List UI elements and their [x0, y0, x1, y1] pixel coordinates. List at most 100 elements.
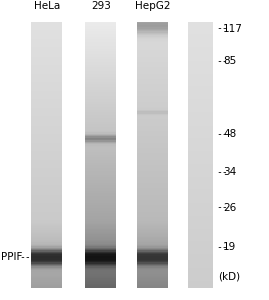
Text: PPIF: PPIF	[1, 252, 22, 262]
Bar	[85, 78, 116, 80]
Bar	[31, 98, 62, 100]
Bar	[85, 119, 116, 121]
Bar	[85, 285, 116, 287]
Bar	[31, 214, 62, 216]
Bar	[31, 197, 62, 199]
Text: HeLa: HeLa	[34, 1, 60, 11]
Bar	[85, 223, 116, 224]
Bar	[31, 23, 62, 25]
Bar	[31, 127, 62, 129]
Bar	[85, 200, 116, 202]
Bar	[188, 252, 213, 254]
Bar	[188, 131, 213, 133]
Bar	[31, 158, 62, 159]
Bar	[85, 116, 116, 118]
Bar	[85, 192, 116, 194]
Bar	[137, 205, 168, 207]
Bar	[137, 66, 168, 68]
Bar	[137, 265, 168, 267]
Bar	[137, 64, 168, 67]
Bar	[85, 277, 116, 279]
Bar	[188, 258, 213, 260]
Bar	[137, 98, 168, 100]
Bar	[85, 49, 116, 50]
Bar	[85, 64, 116, 67]
Bar	[137, 258, 168, 260]
Bar	[85, 132, 116, 134]
Bar	[31, 78, 62, 80]
Bar	[188, 217, 213, 219]
Bar	[31, 284, 62, 286]
Bar	[188, 253, 213, 255]
Bar	[188, 180, 213, 182]
Bar	[188, 64, 213, 67]
Bar	[137, 225, 168, 227]
Bar	[31, 184, 62, 186]
Bar	[31, 268, 62, 269]
Bar	[188, 221, 213, 223]
Bar	[31, 52, 62, 55]
Bar	[31, 130, 62, 131]
Bar	[137, 85, 168, 86]
Bar	[31, 257, 62, 259]
Bar	[137, 103, 168, 105]
Bar	[188, 138, 213, 140]
Bar	[85, 131, 116, 133]
Bar	[137, 183, 168, 184]
Bar	[137, 246, 168, 248]
Bar	[31, 83, 62, 85]
Bar	[85, 98, 116, 100]
Bar	[31, 242, 62, 244]
Text: --: --	[19, 252, 31, 262]
Bar	[31, 27, 62, 29]
Bar	[85, 278, 116, 280]
Bar	[188, 281, 213, 283]
Bar	[31, 79, 62, 81]
Bar	[137, 142, 168, 143]
Bar	[85, 182, 116, 183]
Bar	[137, 260, 168, 262]
Bar	[31, 124, 62, 126]
Bar	[188, 126, 213, 127]
Bar	[137, 221, 168, 223]
Bar	[85, 195, 116, 197]
Bar	[31, 256, 62, 258]
Bar	[137, 132, 168, 134]
Bar	[188, 45, 213, 46]
Bar	[31, 173, 62, 175]
Bar	[188, 54, 213, 56]
Bar	[188, 104, 213, 106]
Bar	[85, 99, 116, 101]
Bar	[137, 244, 168, 246]
Bar	[137, 176, 168, 178]
Bar	[31, 278, 62, 280]
Bar	[31, 95, 62, 97]
Bar	[137, 270, 168, 272]
Bar	[188, 75, 213, 77]
Bar	[188, 154, 213, 155]
Bar	[137, 180, 168, 182]
Bar	[137, 143, 168, 145]
Bar	[85, 164, 116, 166]
Bar	[31, 212, 62, 214]
Bar	[31, 70, 62, 72]
Bar	[188, 262, 213, 264]
Bar	[188, 269, 213, 271]
Bar	[188, 61, 213, 62]
Bar	[31, 218, 62, 220]
Bar	[31, 176, 62, 178]
Bar	[85, 108, 116, 110]
Bar	[31, 249, 62, 251]
Bar	[31, 148, 62, 150]
Bar	[137, 165, 168, 167]
Bar	[31, 152, 62, 154]
Bar	[137, 262, 168, 264]
Bar	[188, 127, 213, 129]
Bar	[85, 152, 116, 154]
Bar	[31, 106, 62, 108]
Bar	[188, 213, 213, 215]
Bar	[188, 55, 213, 57]
Bar	[188, 124, 213, 126]
Bar	[31, 54, 62, 56]
Bar	[137, 201, 168, 203]
